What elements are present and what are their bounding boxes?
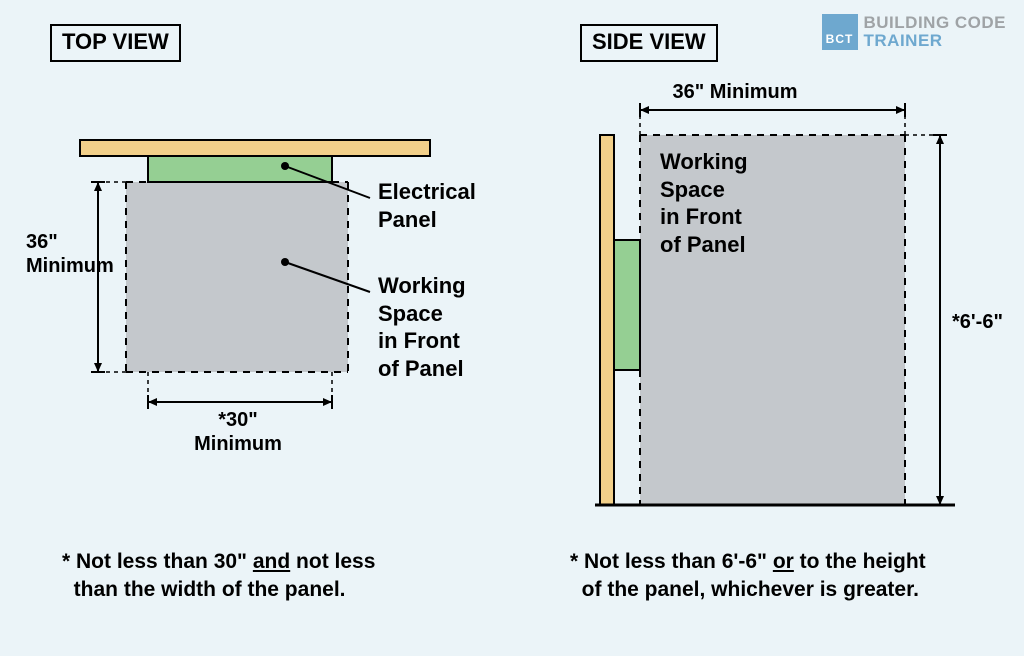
- top-view-panel-label: ElectricalPanel: [378, 178, 476, 233]
- side-view-top-dim-label: 36" Minimum: [645, 80, 825, 104]
- side-view-footnote-prefix: * Not less than 6'-6": [570, 550, 773, 573]
- side-view-footnote: * Not less than 6'-6" or to the height o…: [570, 548, 926, 605]
- side-view-diagram: [560, 70, 1000, 510]
- bct-logo: BCT BUILDING CODE TRAINER: [822, 14, 1007, 50]
- bct-logo-badge: BCT: [822, 14, 858, 50]
- top-view-workspace-label-text: WorkingSpacein Frontof Panel: [378, 273, 466, 381]
- top-view-footnote-suffix: not less: [290, 550, 375, 573]
- top-view-width-dim-text: *30"Minimum: [194, 409, 282, 455]
- side-view-workspace-label: WorkingSpacein Frontof Panel: [660, 148, 748, 258]
- top-view-panel-label-text: ElectricalPanel: [378, 179, 476, 232]
- top-view-title: TOP VIEW: [50, 24, 181, 62]
- top-view-depth-dim-label: 36"Minimum: [26, 230, 108, 278]
- top-view-footnote-prefix: * Not less than 30": [62, 550, 253, 573]
- side-view-footnote-line2: of the panel, whichever is greater.: [582, 578, 919, 601]
- side-view-workspace-label-text: WorkingSpacein Frontof Panel: [660, 149, 748, 257]
- bct-logo-text: BUILDING CODE TRAINER: [864, 14, 1007, 50]
- side-view-footnote-underlined: or: [773, 550, 794, 573]
- side-view-height-dim-label: *6'-6": [952, 310, 1022, 334]
- top-view-width-dim-label: *30"Minimum: [178, 408, 298, 456]
- side-view-height-dim-text: *6'-6": [952, 311, 1003, 333]
- side-view-top-dim-text: 36" Minimum: [672, 81, 797, 103]
- bct-logo-line1: BUILDING CODE: [864, 14, 1007, 32]
- side-view-title: SIDE VIEW: [580, 24, 718, 62]
- side-view-footnote-suffix: to the height: [794, 550, 926, 573]
- top-view-footnote-underlined: and: [253, 550, 290, 573]
- bct-logo-line2: TRAINER: [864, 32, 1007, 50]
- top-view-footnote: * Not less than 30" and not less than th…: [62, 548, 375, 605]
- bct-logo-badge-text: BCT: [826, 32, 854, 46]
- top-view-footnote-line2: than the width of the panel.: [74, 578, 346, 601]
- top-view-depth-dim-text: 36"Minimum: [26, 231, 114, 277]
- top-view-workspace-label: WorkingSpacein Frontof Panel: [378, 272, 466, 382]
